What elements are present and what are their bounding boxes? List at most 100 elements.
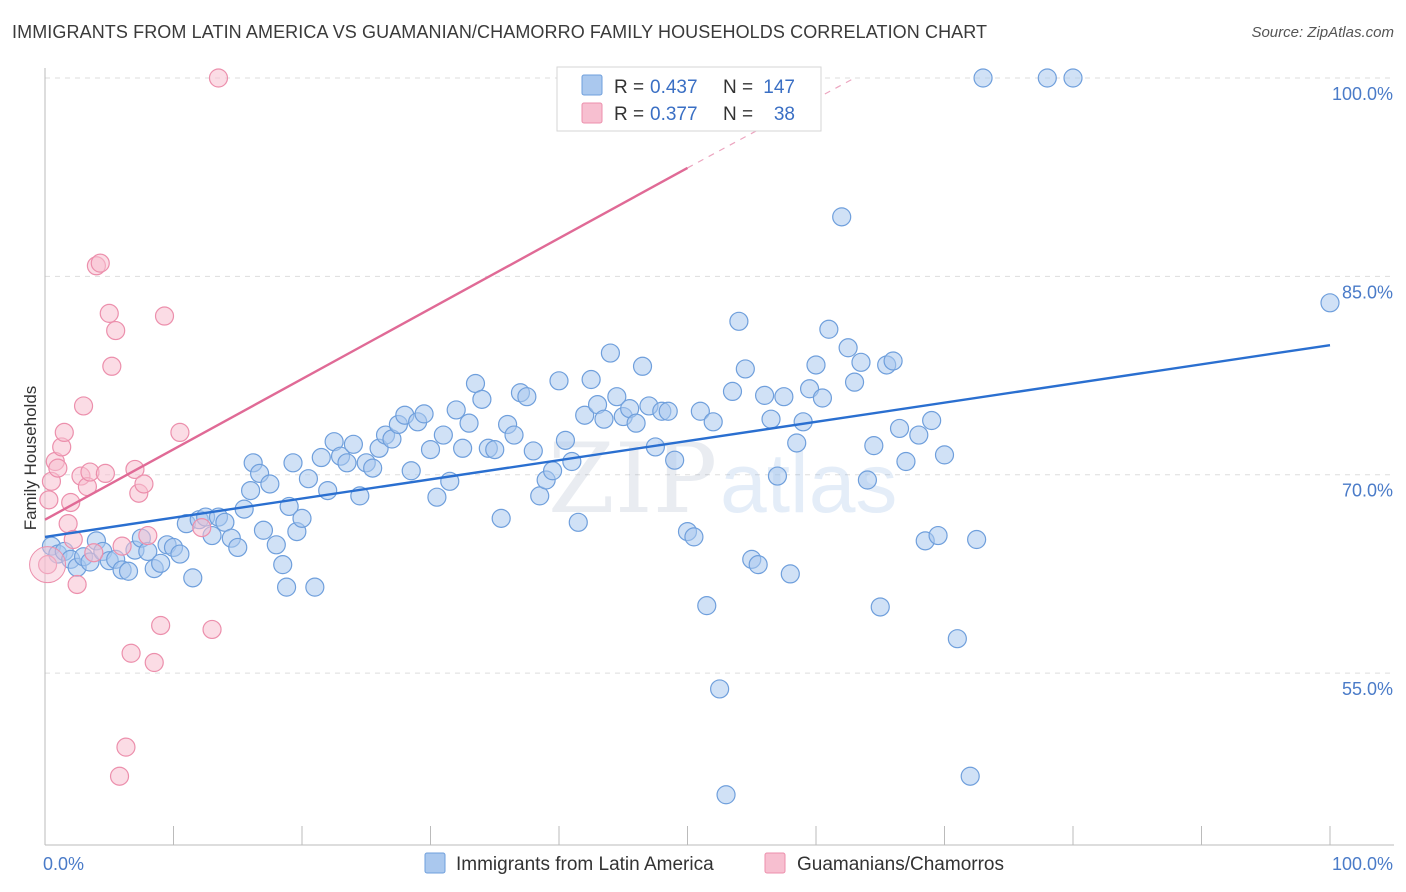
latin-america-point [697, 596, 717, 616]
latin-america-point [960, 766, 980, 786]
guamanian-point [39, 490, 59, 510]
latin-america-point [922, 410, 942, 431]
y-axis-label: Family Households [21, 386, 40, 531]
latin-america-point [703, 412, 723, 432]
bottom-legend-swatch-blue [424, 852, 446, 874]
series-legend: Immigrants from Latin America Guamanians… [424, 852, 1004, 875]
legend-r-value-2: 0.377 [650, 104, 698, 125]
guamanian-point [109, 766, 130, 786]
guamanian-point [95, 463, 115, 484]
latin-america-point [1320, 293, 1340, 313]
y-tick-label: 55.0% [1342, 679, 1393, 699]
latin-america-point [491, 508, 511, 528]
y-tick-label: 70.0% [1342, 481, 1393, 501]
latin-america-point [857, 470, 878, 490]
latin-america-point [568, 512, 588, 532]
latin-america-point [459, 413, 479, 433]
latin-america-point [665, 450, 685, 470]
legend-n-label-2: N = [723, 104, 753, 125]
latin-america-point [864, 436, 884, 456]
latin-america-point [594, 409, 614, 429]
latin-america-point [799, 379, 820, 399]
latin-america-point [896, 451, 916, 472]
latin-america-point [170, 544, 190, 564]
bottom-legend-swatch-pink [764, 852, 786, 874]
y-tick-label: 85.0% [1342, 282, 1393, 302]
latin-america-point [241, 480, 261, 501]
latin-america-point [832, 207, 852, 227]
latin-america-point [523, 441, 543, 461]
legend-n-label-1: N = [723, 77, 753, 98]
latin-america-point [427, 487, 447, 507]
latin-america-point [253, 520, 274, 540]
latin-america-point [401, 461, 421, 481]
guamanian-point [144, 652, 164, 673]
latin-america-point [1063, 68, 1083, 88]
latin-america-point [710, 679, 730, 699]
latin-america-point [761, 409, 781, 429]
latin-america-point [870, 597, 890, 617]
latin-america-point [1037, 68, 1057, 88]
latin-america-point [780, 564, 800, 584]
guamanian-point [102, 356, 122, 376]
guamanian-point [151, 615, 171, 636]
latin-america-point [276, 577, 297, 597]
latin-america-point [889, 418, 910, 439]
guamanian-point [84, 543, 104, 563]
latin-america-point [343, 434, 363, 454]
latin-america-point [273, 555, 293, 575]
latin-america-point [311, 447, 331, 468]
bottom-legend-label-blue: Immigrants from Latin America [456, 854, 714, 875]
x-tick-label-max: 100.0% [1332, 854, 1393, 874]
latin-america-point [774, 387, 794, 407]
x-tick-label-min: 0.0% [43, 854, 84, 874]
latin-america-point [420, 439, 441, 460]
legend-r-label-2: R = [614, 104, 644, 125]
latin-america-point [626, 413, 646, 433]
latin-america-point [318, 480, 338, 501]
latin-america-point [555, 430, 576, 450]
latin-america-point [851, 352, 871, 372]
latin-america-point [748, 555, 768, 575]
legend-n-value-2: 38 [774, 104, 795, 125]
latin-america-point [684, 527, 704, 547]
latin-america-point [363, 458, 383, 478]
latin-america-point [472, 389, 492, 409]
latin-america-point [658, 401, 678, 421]
latin-america-point [414, 404, 434, 424]
latin-america-point [967, 529, 987, 550]
guamanian-point [37, 555, 58, 575]
latin-america-point [812, 388, 833, 408]
latin-america-point [767, 466, 788, 486]
guamanian-point [154, 306, 175, 326]
latin-america-point [183, 568, 203, 588]
legend-r-label-1: R = [614, 77, 644, 98]
latin-america-point [504, 425, 524, 445]
latin-america-point [607, 387, 627, 407]
legend-r-value-1: 0.437 [650, 77, 698, 98]
guamanian-point [73, 396, 94, 416]
latin-america-point [819, 319, 839, 339]
latin-america-point [883, 351, 903, 371]
guamanian-point [106, 320, 126, 341]
guamanian-point [58, 514, 78, 534]
latin-america-point [549, 371, 569, 391]
latin-america-point [517, 387, 537, 407]
bottom-legend-label-pink: Guamanians/Chamorros [797, 854, 1004, 875]
guamanian-trendline-extension [687, 77, 855, 169]
latin-america-point [337, 453, 357, 473]
latin-america-point [844, 372, 865, 392]
latin-america-point [446, 400, 466, 420]
guamanian-point [116, 737, 136, 757]
grid-layer [45, 77, 1394, 674]
latin-america-point [947, 629, 967, 649]
latin-america-point [632, 356, 653, 376]
legend-n-value-1: 147 [763, 77, 795, 98]
guamanian-point-large [29, 546, 67, 584]
latin-america-point [581, 369, 601, 390]
guamanian-point [99, 303, 119, 323]
legend-swatch-pink [581, 102, 603, 124]
latin-america-trendline [44, 343, 1331, 539]
latin-america-point [806, 355, 826, 375]
correlation-legend: R = 0.437 N = 147 R = 0.377 N = 38 [556, 66, 822, 132]
